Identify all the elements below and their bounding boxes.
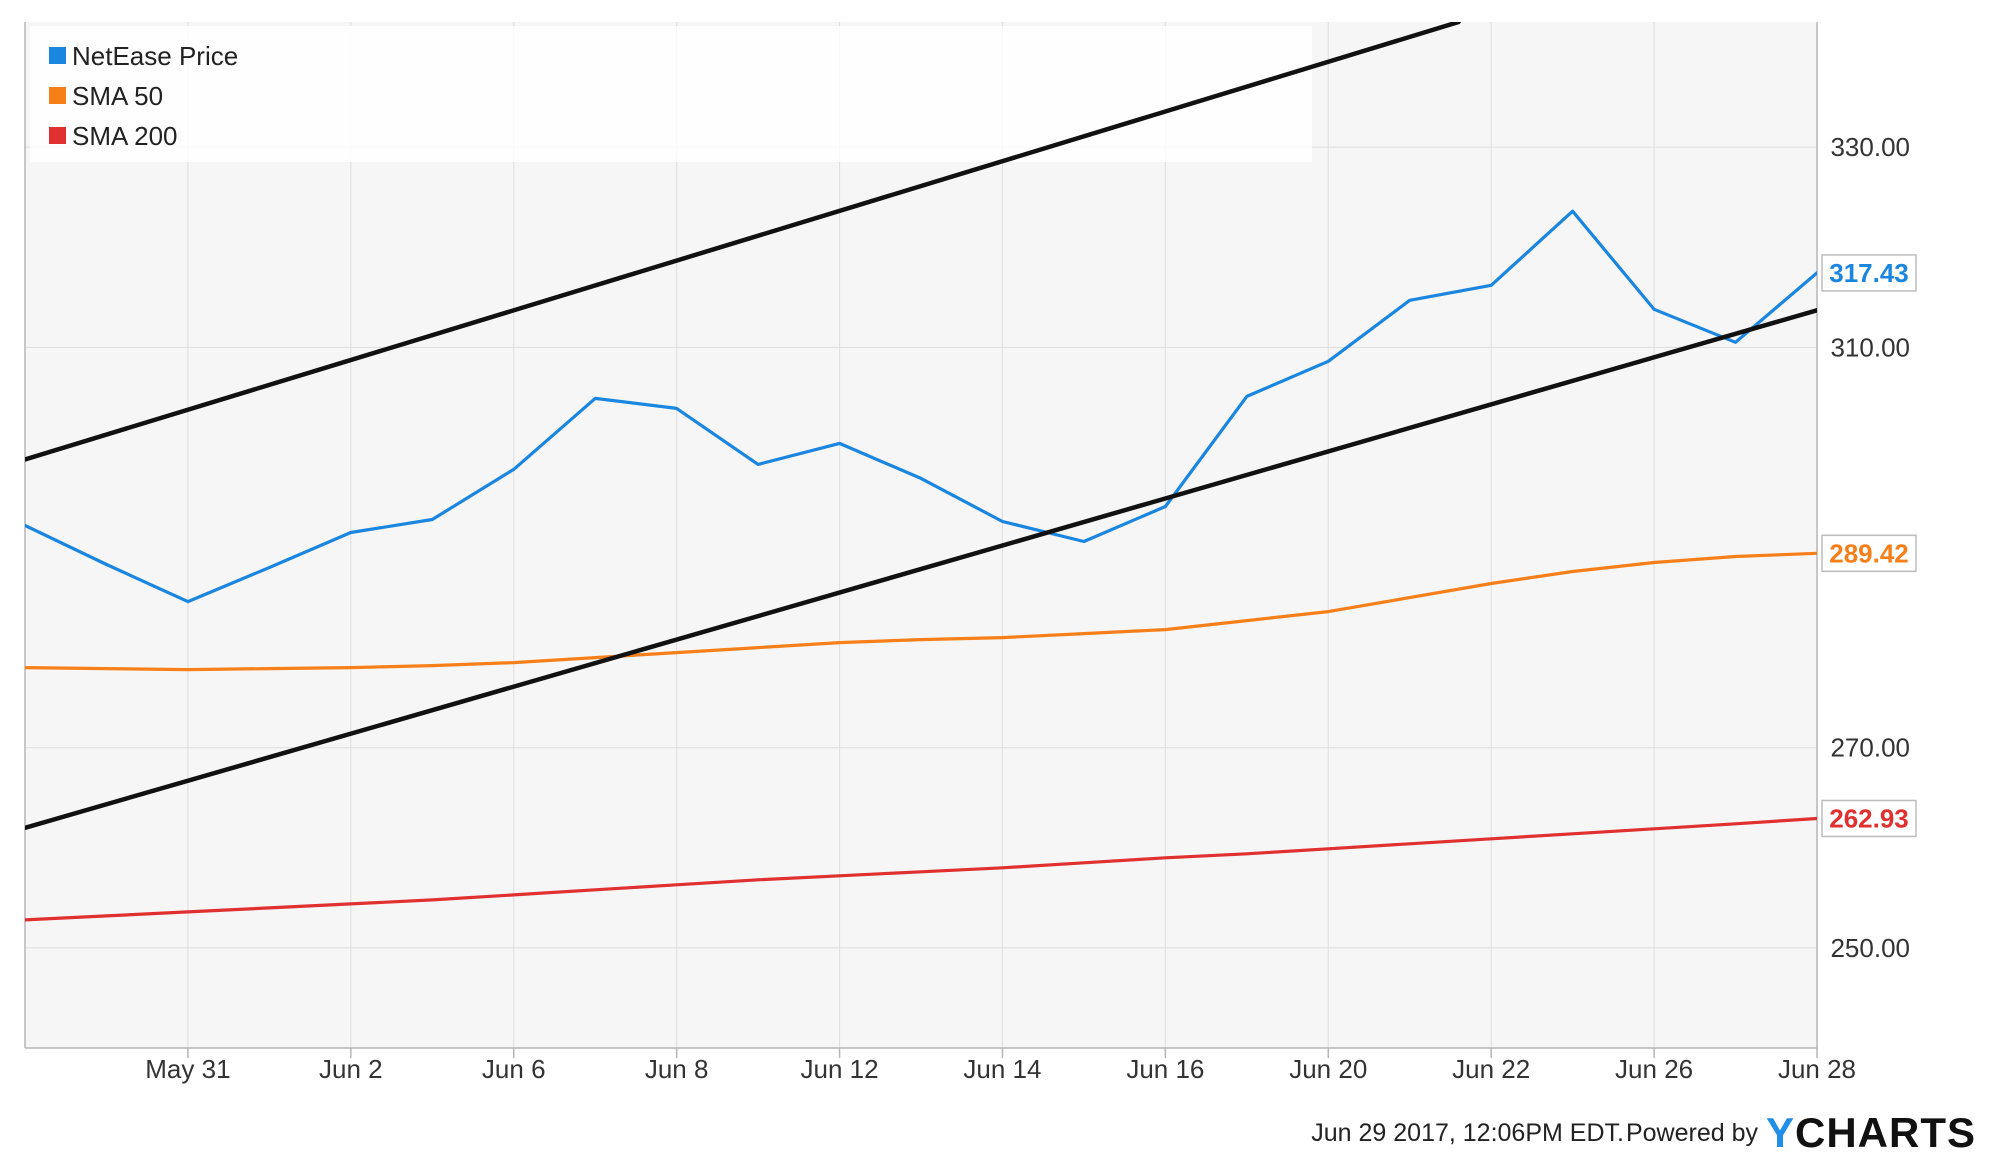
- plot-background: [25, 22, 1817, 1048]
- y-tick-label: 270.00: [1830, 733, 1910, 763]
- legend-swatch: [49, 87, 66, 104]
- last-value-badge: [1821, 254, 1917, 292]
- y-tick-label: 250.00: [1830, 933, 1910, 963]
- legend-label: SMA 200: [72, 121, 178, 151]
- trendline-1: [25, 22, 1461, 462]
- x-tick-label: Jun 2: [319, 1054, 383, 1084]
- legend-swatch: [49, 47, 66, 64]
- last-value-badge: [1821, 534, 1917, 573]
- series-line-sma-50: [25, 551, 1817, 672]
- y-tick-label: 310.00: [1830, 332, 1910, 362]
- x-tick-label: Jun 6: [482, 1054, 546, 1084]
- plot-area: [25, 22, 1817, 922]
- footer: Jun 29 2017, 12:06PM EDT. Powered by YCH…: [1311, 1109, 1976, 1157]
- ycharts-logo[interactable]: YCHARTS: [1766, 1109, 1976, 1157]
- y-tick-label: 330.00: [1830, 132, 1910, 162]
- last-value-label: 317.43: [1829, 258, 1909, 288]
- last-value-label: 262.93: [1829, 803, 1909, 833]
- legend-background: [30, 26, 1312, 162]
- x-tick-label: Jun 12: [801, 1054, 879, 1084]
- x-tick-label: Jun 20: [1289, 1054, 1367, 1084]
- last-value-label: 289.42: [1829, 538, 1909, 568]
- x-tick-label: Jun 28: [1778, 1054, 1856, 1084]
- powered-by: Powered by: [1625, 1118, 1758, 1147]
- trendline-2: [25, 308, 1817, 831]
- x-tick-label: Jun 26: [1615, 1054, 1693, 1084]
- x-tick-label: Jun 22: [1452, 1054, 1530, 1084]
- x-tick-label: Jun 14: [963, 1054, 1041, 1084]
- x-tick-label: Jun 8: [645, 1054, 709, 1084]
- last-value-badge: [1821, 799, 1917, 838]
- legend-swatch: [49, 127, 66, 144]
- logo-text: CHARTS: [1795, 1109, 1976, 1156]
- x-tick-label: May 31: [145, 1054, 230, 1084]
- x-tick-label: Jun 16: [1126, 1054, 1204, 1084]
- timestamp: Jun 29 2017, 12:06PM EDT.: [1311, 1118, 1624, 1147]
- legend-label: NetEase Price: [72, 41, 238, 71]
- series-line-sma-200: [25, 816, 1817, 922]
- logo-y: Y: [1765, 1109, 1795, 1156]
- legend-label: SMA 50: [72, 81, 163, 111]
- series-line-netease-price: [25, 209, 1817, 604]
